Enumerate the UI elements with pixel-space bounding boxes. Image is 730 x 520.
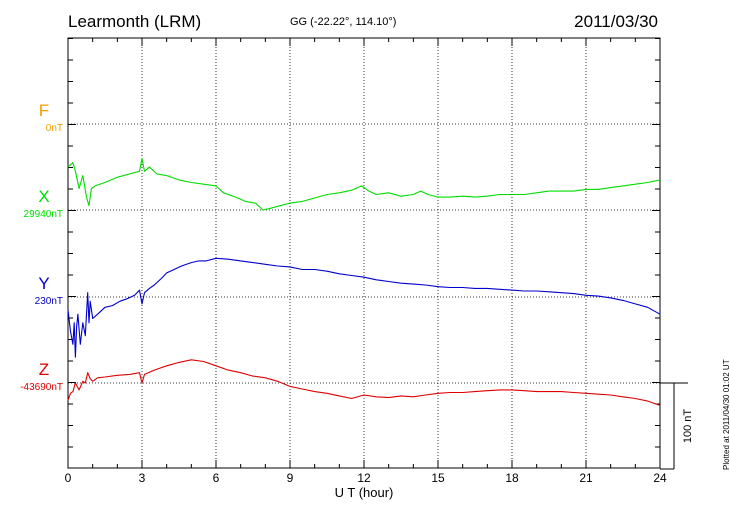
plot-frame xyxy=(67,37,661,469)
x-tick-label: 21 xyxy=(579,471,593,485)
station-title: Learmonth (LRM) xyxy=(68,12,202,31)
x-tick-label: 6 xyxy=(213,471,220,485)
x-tick-label: 9 xyxy=(287,471,294,485)
series-baseline-f: 0nT xyxy=(46,123,63,134)
series-baseline-z: -43690nT xyxy=(20,382,63,393)
series-line-z xyxy=(67,359,661,406)
series-line-x xyxy=(67,157,661,211)
x-tick-label: 24 xyxy=(653,471,667,485)
x-axis-label: U T (hour) xyxy=(335,485,394,500)
plotted-at-credit: Plotted at 2011/04/30 01:02 UT xyxy=(722,359,730,470)
x-tick-label: 3 xyxy=(139,471,146,485)
series-line-y xyxy=(67,257,661,358)
scale-bar-label: 100 nT xyxy=(682,409,694,444)
series-name-z: Z xyxy=(39,360,49,379)
x-tick-label: 12 xyxy=(357,471,371,485)
x-tick-label: 0 xyxy=(65,471,72,485)
series-name-y: Y xyxy=(38,274,49,293)
x-tick-label: 18 xyxy=(505,471,519,485)
series-baseline-x: 29940nT xyxy=(24,209,63,220)
date-label: 2011/03/30 xyxy=(574,12,658,31)
series-name-f: F xyxy=(39,101,49,120)
series-name-x: X xyxy=(38,187,49,206)
coordinates-label: GG (-22.22°, 114.10°) xyxy=(290,16,397,28)
series-baseline-y: 230nT xyxy=(35,296,63,307)
x-tick-label: 15 xyxy=(431,471,445,485)
